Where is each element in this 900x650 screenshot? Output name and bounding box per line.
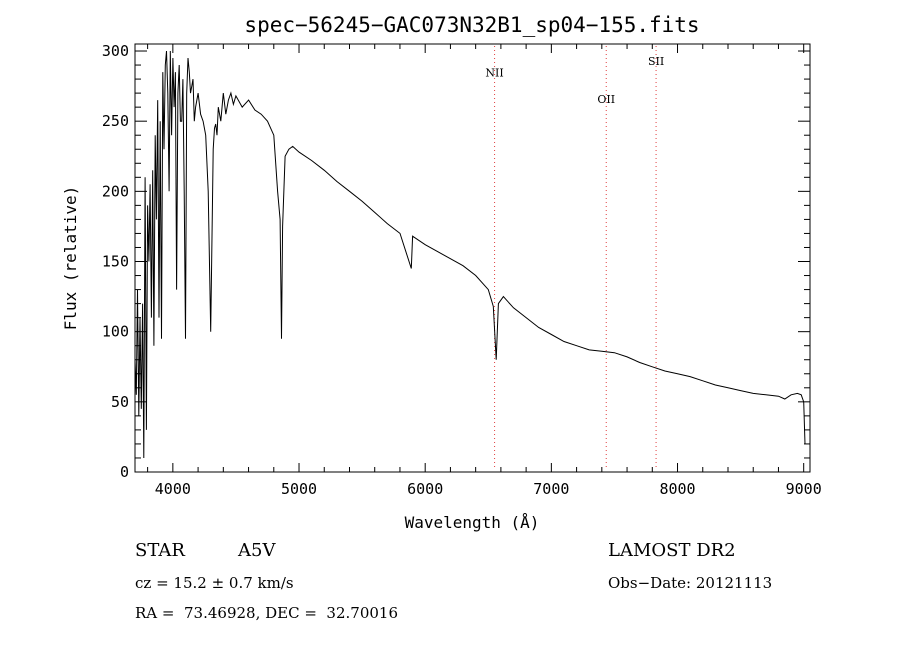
y-tick-label: 300: [102, 42, 129, 60]
x-tick-label: 5000: [281, 480, 317, 498]
tick-labels: 4000 5000 6000 7000 8000 9000 0 50 100 150 200 250 3…: [102, 42, 822, 498]
y-tick-label: 150: [102, 253, 129, 271]
x-tick-label: 9000: [786, 480, 822, 498]
y-tick-label: 200: [102, 182, 129, 200]
spectrum-line: [134, 50, 806, 459]
marker-label-nii: NII: [485, 66, 503, 79]
redshift-line: cz = 15.2 ± 0.7 km/s: [135, 574, 294, 592]
x-axis-label: Wavelength (Å): [405, 513, 540, 532]
object-subclass: A5V: [238, 540, 276, 561]
chart-title: spec−56245−GAC073N32B1_sp04−155.fits: [244, 13, 699, 37]
y-tick-label: 250: [102, 112, 129, 130]
y-tick-label: 50: [111, 393, 129, 411]
y-tick-label: 0: [120, 463, 129, 481]
plot-frame: [134, 43, 811, 473]
x-tick-label: 6000: [407, 480, 443, 498]
line-markers: NII OII SII: [485, 46, 664, 470]
y-axis-label: Flux (relative): [61, 186, 80, 331]
obs-date: Obs−Date: 20121113: [608, 574, 773, 592]
marker-label-oii: OII: [597, 93, 615, 106]
survey-name: LAMOST DR2: [608, 540, 736, 561]
x-tick-label: 7000: [533, 480, 569, 498]
x-tick-label: 4000: [155, 480, 191, 498]
object-type: STAR: [135, 540, 185, 561]
y-tick-label: 100: [102, 323, 129, 341]
coordinates: RA = 73.46928, DEC = 32.70016: [135, 604, 399, 622]
axis-ticks: [135, 44, 810, 473]
x-tick-label: 8000: [659, 480, 695, 498]
marker-label-sii: SII: [648, 55, 664, 68]
